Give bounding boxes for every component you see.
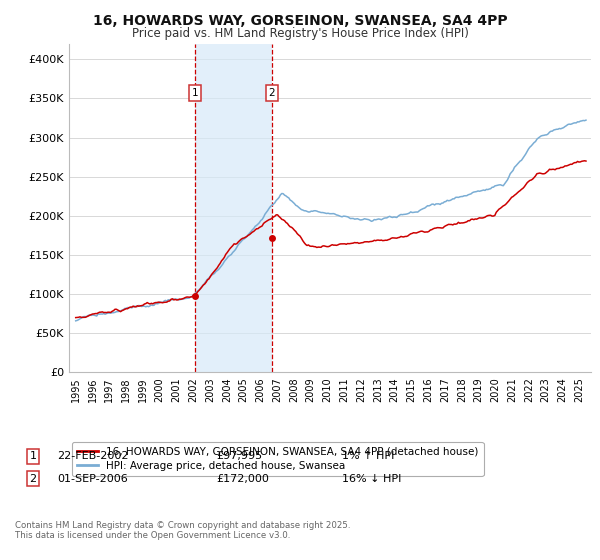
Text: 16, HOWARDS WAY, GORSEINON, SWANSEA, SA4 4PP: 16, HOWARDS WAY, GORSEINON, SWANSEA, SA4… xyxy=(92,14,508,28)
Text: 2: 2 xyxy=(268,88,275,98)
Text: 1: 1 xyxy=(192,88,199,98)
Text: £97,995: £97,995 xyxy=(216,451,262,461)
Text: 16% ↓ HPI: 16% ↓ HPI xyxy=(342,474,401,484)
Legend: 16, HOWARDS WAY, GORSEINON, SWANSEA, SA4 4PP (detached house), HPI: Average pric: 16, HOWARDS WAY, GORSEINON, SWANSEA, SA4… xyxy=(71,442,484,477)
Bar xyxy=(195,44,272,372)
Text: 1: 1 xyxy=(29,451,37,461)
Text: 22-FEB-2002: 22-FEB-2002 xyxy=(57,451,128,461)
Text: 1% ↑ HPI: 1% ↑ HPI xyxy=(342,451,394,461)
Text: 2: 2 xyxy=(29,474,37,484)
Text: Price paid vs. HM Land Registry's House Price Index (HPI): Price paid vs. HM Land Registry's House … xyxy=(131,27,469,40)
Text: 01-SEP-2006: 01-SEP-2006 xyxy=(57,474,128,484)
Text: £172,000: £172,000 xyxy=(216,474,269,484)
Text: Contains HM Land Registry data © Crown copyright and database right 2025.
This d: Contains HM Land Registry data © Crown c… xyxy=(15,521,350,540)
